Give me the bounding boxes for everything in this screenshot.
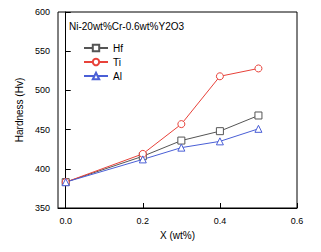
svg-text:500: 500 xyxy=(35,85,50,95)
svg-text:550: 550 xyxy=(35,46,50,56)
svg-text:450: 450 xyxy=(35,125,50,135)
svg-text:0.2: 0.2 xyxy=(137,216,150,226)
svg-text:Al: Al xyxy=(113,71,122,82)
svg-text:350: 350 xyxy=(35,203,50,213)
svg-text:Ti: Ti xyxy=(113,57,121,68)
svg-text:0.0: 0.0 xyxy=(59,216,72,226)
svg-text:Hf: Hf xyxy=(113,43,123,54)
svg-text:Ni-20wt%Cr-0.6wt%Y2O3: Ni-20wt%Cr-0.6wt%Y2O3 xyxy=(69,21,184,32)
svg-text:600: 600 xyxy=(35,7,50,17)
svg-text:0.4: 0.4 xyxy=(214,216,227,226)
svg-text:Hardness (Hv): Hardness (Hv) xyxy=(14,78,25,142)
svg-text:400: 400 xyxy=(35,164,50,174)
svg-text:0.6: 0.6 xyxy=(291,216,304,226)
svg-text:X (wt%): X (wt%) xyxy=(160,230,195,241)
